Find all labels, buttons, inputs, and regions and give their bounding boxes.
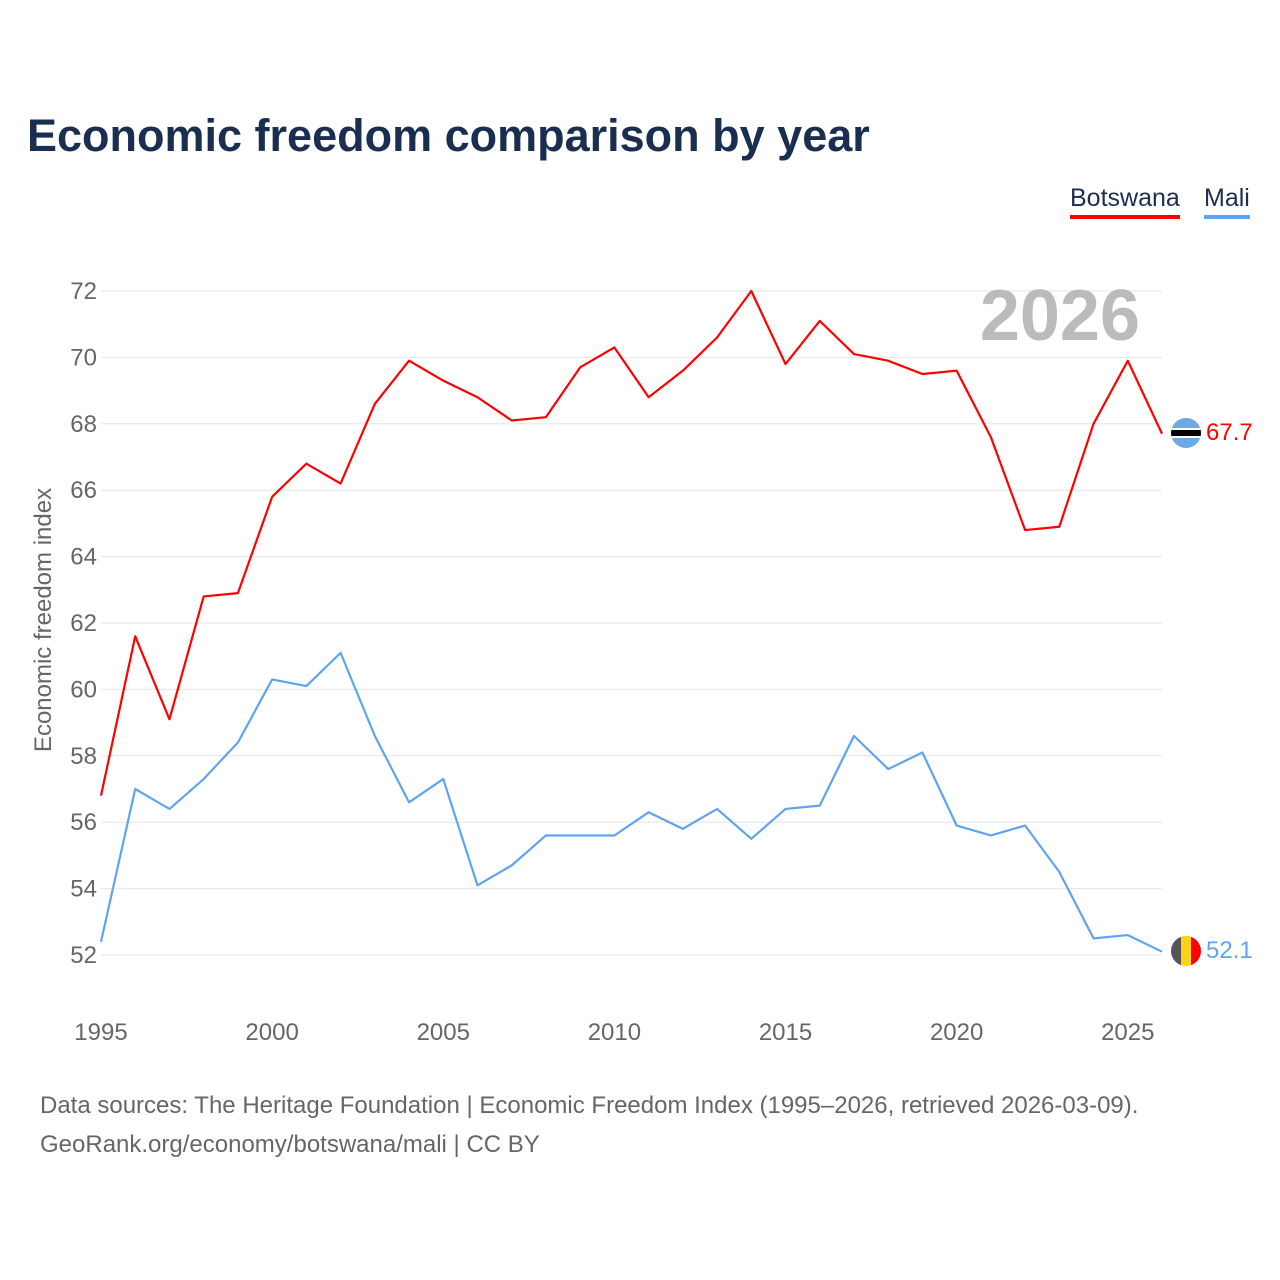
mali-end-label: 52.1 (1206, 937, 1253, 964)
x-tick-label: 2025 (1101, 1019, 1154, 1046)
x-tick-label: 2000 (245, 1019, 298, 1046)
y-tick-label: 64 (70, 544, 97, 571)
y-tick-label: 68 (70, 411, 97, 438)
year-watermark: 2026 (980, 276, 1140, 356)
mali-flag-icon (1171, 936, 1201, 966)
x-tick-label: 2010 (588, 1019, 641, 1046)
x-tick-label: 2005 (417, 1019, 470, 1046)
x-tick-label: 2015 (759, 1019, 812, 1046)
y-tick-label: 72 (70, 278, 97, 305)
series-line-botswana (99, 289, 1163, 796)
botswana-end-label: 67.7 (1206, 419, 1253, 446)
y-tick-label: 62 (70, 610, 97, 637)
y-tick-label: 52 (70, 942, 97, 969)
footer: Data sources: The Heritage Foundation | … (40, 1086, 1138, 1164)
footer-source: Data sources: The Heritage Foundation | … (40, 1092, 1139, 1119)
x-tick-label: 1995 (74, 1019, 127, 1046)
series-line-mali (99, 651, 1163, 953)
footer-link[interactable]: GeoRank.org/economy/botswana/mali | CC B… (40, 1131, 540, 1158)
y-tick-label: 70 (70, 344, 97, 371)
legend-mali[interactable]: Mali (1204, 184, 1250, 219)
y-tick-label: 60 (70, 676, 97, 703)
y-tick-label: 66 (70, 477, 97, 504)
chart-title: Economic freedom comparison by year (27, 110, 870, 161)
y-axis-label: Economic freedom index (30, 488, 57, 752)
y-tick-label: 58 (70, 743, 97, 770)
botswana-flag-icon (1171, 418, 1201, 448)
x-tick-label: 2020 (930, 1019, 983, 1046)
y-tick-label: 54 (70, 876, 97, 903)
legend-botswana[interactable]: Botswana (1070, 184, 1180, 219)
y-tick-label: 56 (70, 809, 97, 836)
